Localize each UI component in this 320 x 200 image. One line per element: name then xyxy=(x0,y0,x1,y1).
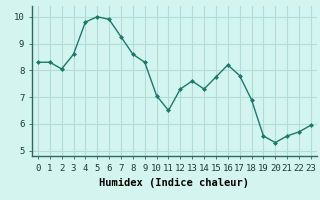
X-axis label: Humidex (Indice chaleur): Humidex (Indice chaleur) xyxy=(100,178,249,188)
